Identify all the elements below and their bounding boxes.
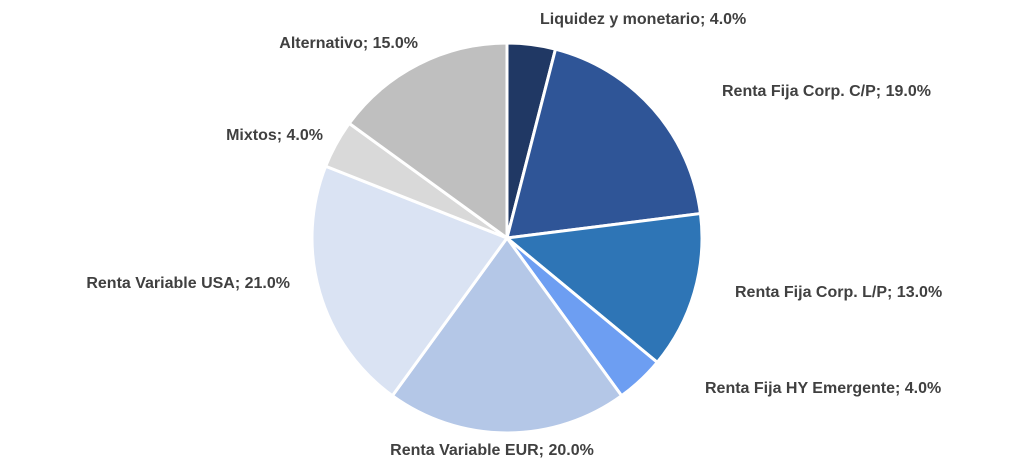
category-name: Renta Fija Corp. L/P xyxy=(735,284,887,301)
pie-slice xyxy=(503,211,704,365)
category-name: Renta Fija HY Emergente xyxy=(705,380,895,397)
category-name: Renta Fija Corp. C/P xyxy=(722,83,876,100)
separator: ; xyxy=(363,35,373,52)
separator: ; xyxy=(277,127,287,144)
value-label: 13.0% xyxy=(897,284,942,301)
value-label: 20.0% xyxy=(548,442,593,459)
value-label: 4.0% xyxy=(287,127,323,144)
pie-slice xyxy=(347,41,509,241)
slice-label: Renta Fija HY Emergente; 4.0% xyxy=(705,380,941,397)
separator: ; xyxy=(700,11,710,28)
pie-slice xyxy=(390,235,624,435)
value-label: 19.0% xyxy=(886,83,931,100)
value-label: 21.0% xyxy=(245,275,290,292)
separator: ; xyxy=(895,380,905,397)
slice-label: Alternativo; 15.0% xyxy=(279,35,418,52)
separator: ; xyxy=(539,442,549,459)
slice-label: Renta Variable USA; 21.0% xyxy=(86,275,290,292)
slice-label: Liquidez y monetario; 4.0% xyxy=(540,11,746,28)
separator: ; xyxy=(887,284,897,301)
category-name: Liquidez y monetario xyxy=(540,11,700,28)
category-name: Renta Variable EUR xyxy=(390,442,539,459)
slice-label: Renta Fija Corp. C/P; 19.0% xyxy=(722,83,931,100)
value-label: 4.0% xyxy=(710,11,746,28)
separator: ; xyxy=(876,83,886,100)
pie-slice xyxy=(310,164,510,398)
category-name: Alternativo xyxy=(279,35,363,52)
slice-label: Mixtos; 4.0% xyxy=(226,127,323,144)
value-label: 4.0% xyxy=(905,380,941,397)
category-name: Renta Variable USA xyxy=(86,275,235,292)
value-label: 15.0% xyxy=(373,35,418,52)
slice-label: Renta Variable EUR; 20.0% xyxy=(390,442,594,459)
category-name: Mixtos xyxy=(226,127,277,144)
separator: ; xyxy=(235,275,245,292)
pie-slice xyxy=(504,47,703,240)
slice-label: Renta Fija Corp. L/P; 13.0% xyxy=(735,284,942,301)
